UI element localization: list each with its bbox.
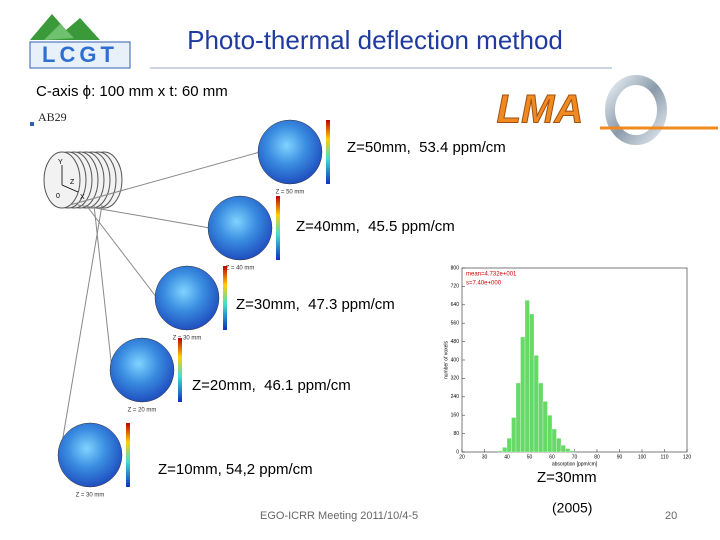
hist-bar [560,444,566,453]
footer-text: EGO-ICRR Meeting 2011/10/4-5 [260,510,418,522]
y-tick-label: 560 [451,321,460,327]
x-tick-label: 70 [572,454,578,460]
y-tick-label: 160 [451,413,460,419]
axis-label: 0 [56,193,60,200]
histogram-caption: Z=30mm [537,469,597,486]
histogram: 0 80 160 240 320 400 480 560 640 720 800 20 30 40 50 60… [443,265,691,467]
hist-bar [506,438,512,453]
logo-right: LMA [496,75,718,145]
image-label: Z = 30 mm [173,336,202,342]
slice-label: Z=50mm, 53.4 ppm/cm [347,139,506,156]
hist-bar [542,401,548,453]
logo-left: LCGT [29,14,131,69]
y-axis-label: number of voxels [443,340,449,379]
annotation: s=7.40e+000 [466,281,502,287]
axis-label: X [80,194,85,201]
hist-bar [556,438,562,453]
slice-image [57,422,123,488]
hist-bar [533,355,539,453]
x-axis-label: absorption [ppm/cm] [552,461,598,467]
x-tick-label: 30 [482,454,488,460]
image-label: Z = 40 mm [226,266,255,272]
slice-image [207,195,273,261]
y-tick-label: 800 [451,265,460,271]
annotation: mean=4.732e+001 [466,272,517,278]
hist-bar [502,447,508,453]
page-number: 20 [665,510,677,522]
x-tick-label: 110 [661,454,669,460]
image-label: Z = 20 mm [128,408,157,414]
color-bar [126,423,130,487]
hist-bar [565,448,571,453]
y-tick-label: 400 [451,357,460,363]
hist-bar [538,382,544,453]
connector [77,204,211,229]
y-tick-label: 640 [451,302,460,308]
axis-label: Z [70,179,75,186]
hist-bar [515,382,521,453]
logo-text: LCGT [42,42,118,67]
y-tick-label: 240 [451,394,460,400]
subtitle: C-axis ϕ: 100 mm x t: 60 mm [36,83,228,100]
sample-cylinder: Y Z 0 X [43,151,123,209]
hist-bar [569,450,575,453]
connector [93,204,113,371]
color-bar [276,196,280,260]
x-tick-label: 100 [638,454,647,460]
slice-image [154,265,220,331]
slice-label: Z=10mm, 54,2 ppm/cm [158,461,313,478]
color-bar [223,266,227,330]
connector [59,204,103,456]
hist-bar [511,417,517,453]
color-bar [326,120,330,184]
x-tick-label: 60 [549,454,555,460]
color-bar [178,338,182,402]
plot-frame [461,267,688,453]
bullet [30,122,34,126]
connector [69,151,261,206]
axis-label: Y [58,159,63,166]
image-label: Z = 30 mm [76,493,105,499]
y-tick-label: 720 [451,284,460,290]
hist-bar [524,300,530,453]
logo-text: LMA [497,88,584,132]
x-tick-label: 20 [459,454,465,460]
hist-bar [551,428,557,453]
slice-label: Z=40mm, 45.5 ppm/cm [296,218,455,235]
slice-image [109,337,175,403]
y-tick-label: 80 [453,431,459,437]
slide-title: Photo-thermal deflection method [187,25,563,55]
connector [85,204,158,299]
x-tick-label: 90 [617,454,623,460]
hist-bar [497,450,503,453]
slice-label: Z=20mm, 46.1 ppm/cm [192,377,351,394]
x-tick-label: 80 [594,454,600,460]
y-tick-label: 480 [451,339,460,345]
slice-image [257,119,323,185]
sample-label: AB29 [38,110,67,124]
hist-bar [520,336,526,453]
image-label: Z = 50 mm [276,190,305,196]
histogram-caption: (2005) [552,500,592,516]
y-tick-label: 320 [451,376,460,382]
slice-images: Z = 50 mm Z=50mm, 53.4 ppm/cm Z = 40 mm Z=4… [57,119,506,499]
connector-lines [59,151,261,456]
x-tick-label: 40 [504,454,510,460]
x-tick-label: 120 [683,454,692,460]
axis [61,184,79,193]
hist-bar [529,313,535,453]
slice-label: Z=30mm, 47.3 ppm/cm [236,296,395,313]
y-tick-label: 0 [456,449,459,455]
x-tick-label: 50 [527,454,533,460]
hist-bar [547,415,553,453]
